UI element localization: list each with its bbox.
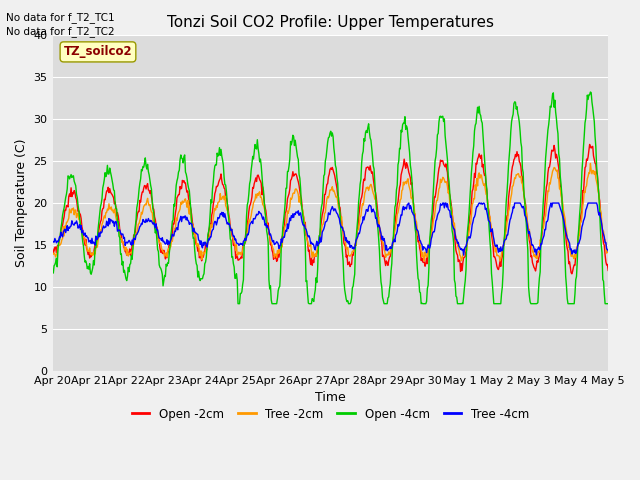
Open -2cm <box>604 267 612 273</box>
Tree -2cm <box>172 215 180 221</box>
Tree -4cm <box>405 200 413 206</box>
Tree -2cm <box>116 229 124 235</box>
Tree -2cm <box>604 250 612 255</box>
Title: Tonzi Soil CO2 Profile: Upper Temperatures: Tonzi Soil CO2 Profile: Upper Temperatur… <box>167 15 494 30</box>
Open -2cm <box>586 142 593 147</box>
Tree -4cm <box>415 233 422 239</box>
Text: No data for f_T2_TC2: No data for f_T2_TC2 <box>6 26 115 37</box>
Tree -4cm <box>202 240 209 245</box>
Open -2cm <box>568 271 576 276</box>
Tree -4cm <box>398 212 406 218</box>
Text: No data for f_T2_TC1: No data for f_T2_TC1 <box>6 12 115 23</box>
Open -4cm <box>116 235 124 240</box>
Tree -2cm <box>398 188 406 193</box>
Tree -2cm <box>59 236 67 241</box>
Tree -4cm <box>172 226 180 231</box>
Open -4cm <box>49 267 56 273</box>
Line: Tree -2cm: Tree -2cm <box>52 163 608 261</box>
Tree -2cm <box>202 247 209 253</box>
Open -2cm <box>116 227 124 233</box>
Line: Tree -4cm: Tree -4cm <box>52 203 608 255</box>
X-axis label: Time: Time <box>315 391 346 404</box>
Tree -2cm <box>414 232 422 238</box>
Open -4cm <box>604 301 612 307</box>
Tree -2cm <box>587 160 595 166</box>
Open -4cm <box>202 259 209 265</box>
Tree -4cm <box>59 234 67 240</box>
Text: TZ_soilco2: TZ_soilco2 <box>63 46 132 59</box>
Open -4cm <box>399 122 406 128</box>
Tree -4cm <box>49 239 56 245</box>
Tree -2cm <box>496 258 504 264</box>
Open -2cm <box>398 168 406 174</box>
Tree -4cm <box>460 252 467 258</box>
Open -4cm <box>587 89 595 95</box>
Line: Open -4cm: Open -4cm <box>52 92 608 304</box>
Open -4cm <box>234 301 242 307</box>
Line: Open -2cm: Open -2cm <box>52 144 608 274</box>
Open -2cm <box>202 242 209 248</box>
Y-axis label: Soil Temperature (C): Soil Temperature (C) <box>15 139 28 267</box>
Open -2cm <box>59 222 67 228</box>
Tree -4cm <box>604 248 612 254</box>
Open -2cm <box>49 246 56 252</box>
Open -4cm <box>172 182 180 188</box>
Legend: Open -2cm, Tree -2cm, Open -4cm, Tree -4cm: Open -2cm, Tree -2cm, Open -4cm, Tree -4… <box>127 403 534 425</box>
Tree -2cm <box>49 251 56 256</box>
Open -4cm <box>415 277 422 283</box>
Tree -4cm <box>116 227 124 233</box>
Open -2cm <box>172 205 180 211</box>
Open -2cm <box>414 239 422 245</box>
Open -4cm <box>59 212 67 218</box>
